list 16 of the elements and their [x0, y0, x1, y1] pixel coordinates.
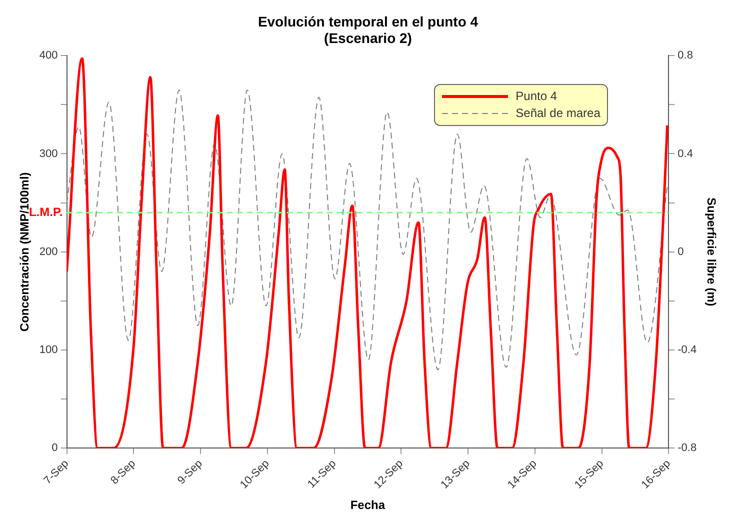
y-tick-label: 0	[52, 442, 58, 454]
legend-label: Punto 4	[516, 89, 558, 104]
y-tick-label: 100	[39, 344, 58, 356]
chart-subtitle: (Escenario 2)	[324, 30, 412, 46]
y2-axis-title: Superficie libre (m)	[704, 198, 718, 306]
chart-title: Evolución temporal en el punto 4	[258, 13, 478, 30]
y2-tick-label: -0.8	[678, 442, 697, 454]
y2-tick-label: -0.4	[678, 344, 697, 356]
y2-tick-label: 0	[678, 246, 684, 258]
y2-tick-label: 0.4	[678, 148, 693, 160]
y-tick-label: 200	[39, 246, 58, 258]
y-tick-label: 400	[39, 50, 58, 62]
y-tick-label: 300	[39, 148, 58, 160]
legend-label: Señal de marea	[516, 106, 600, 120]
y2-tick-label: 0.8	[678, 50, 693, 62]
x-axis-title: Fecha	[350, 498, 386, 512]
